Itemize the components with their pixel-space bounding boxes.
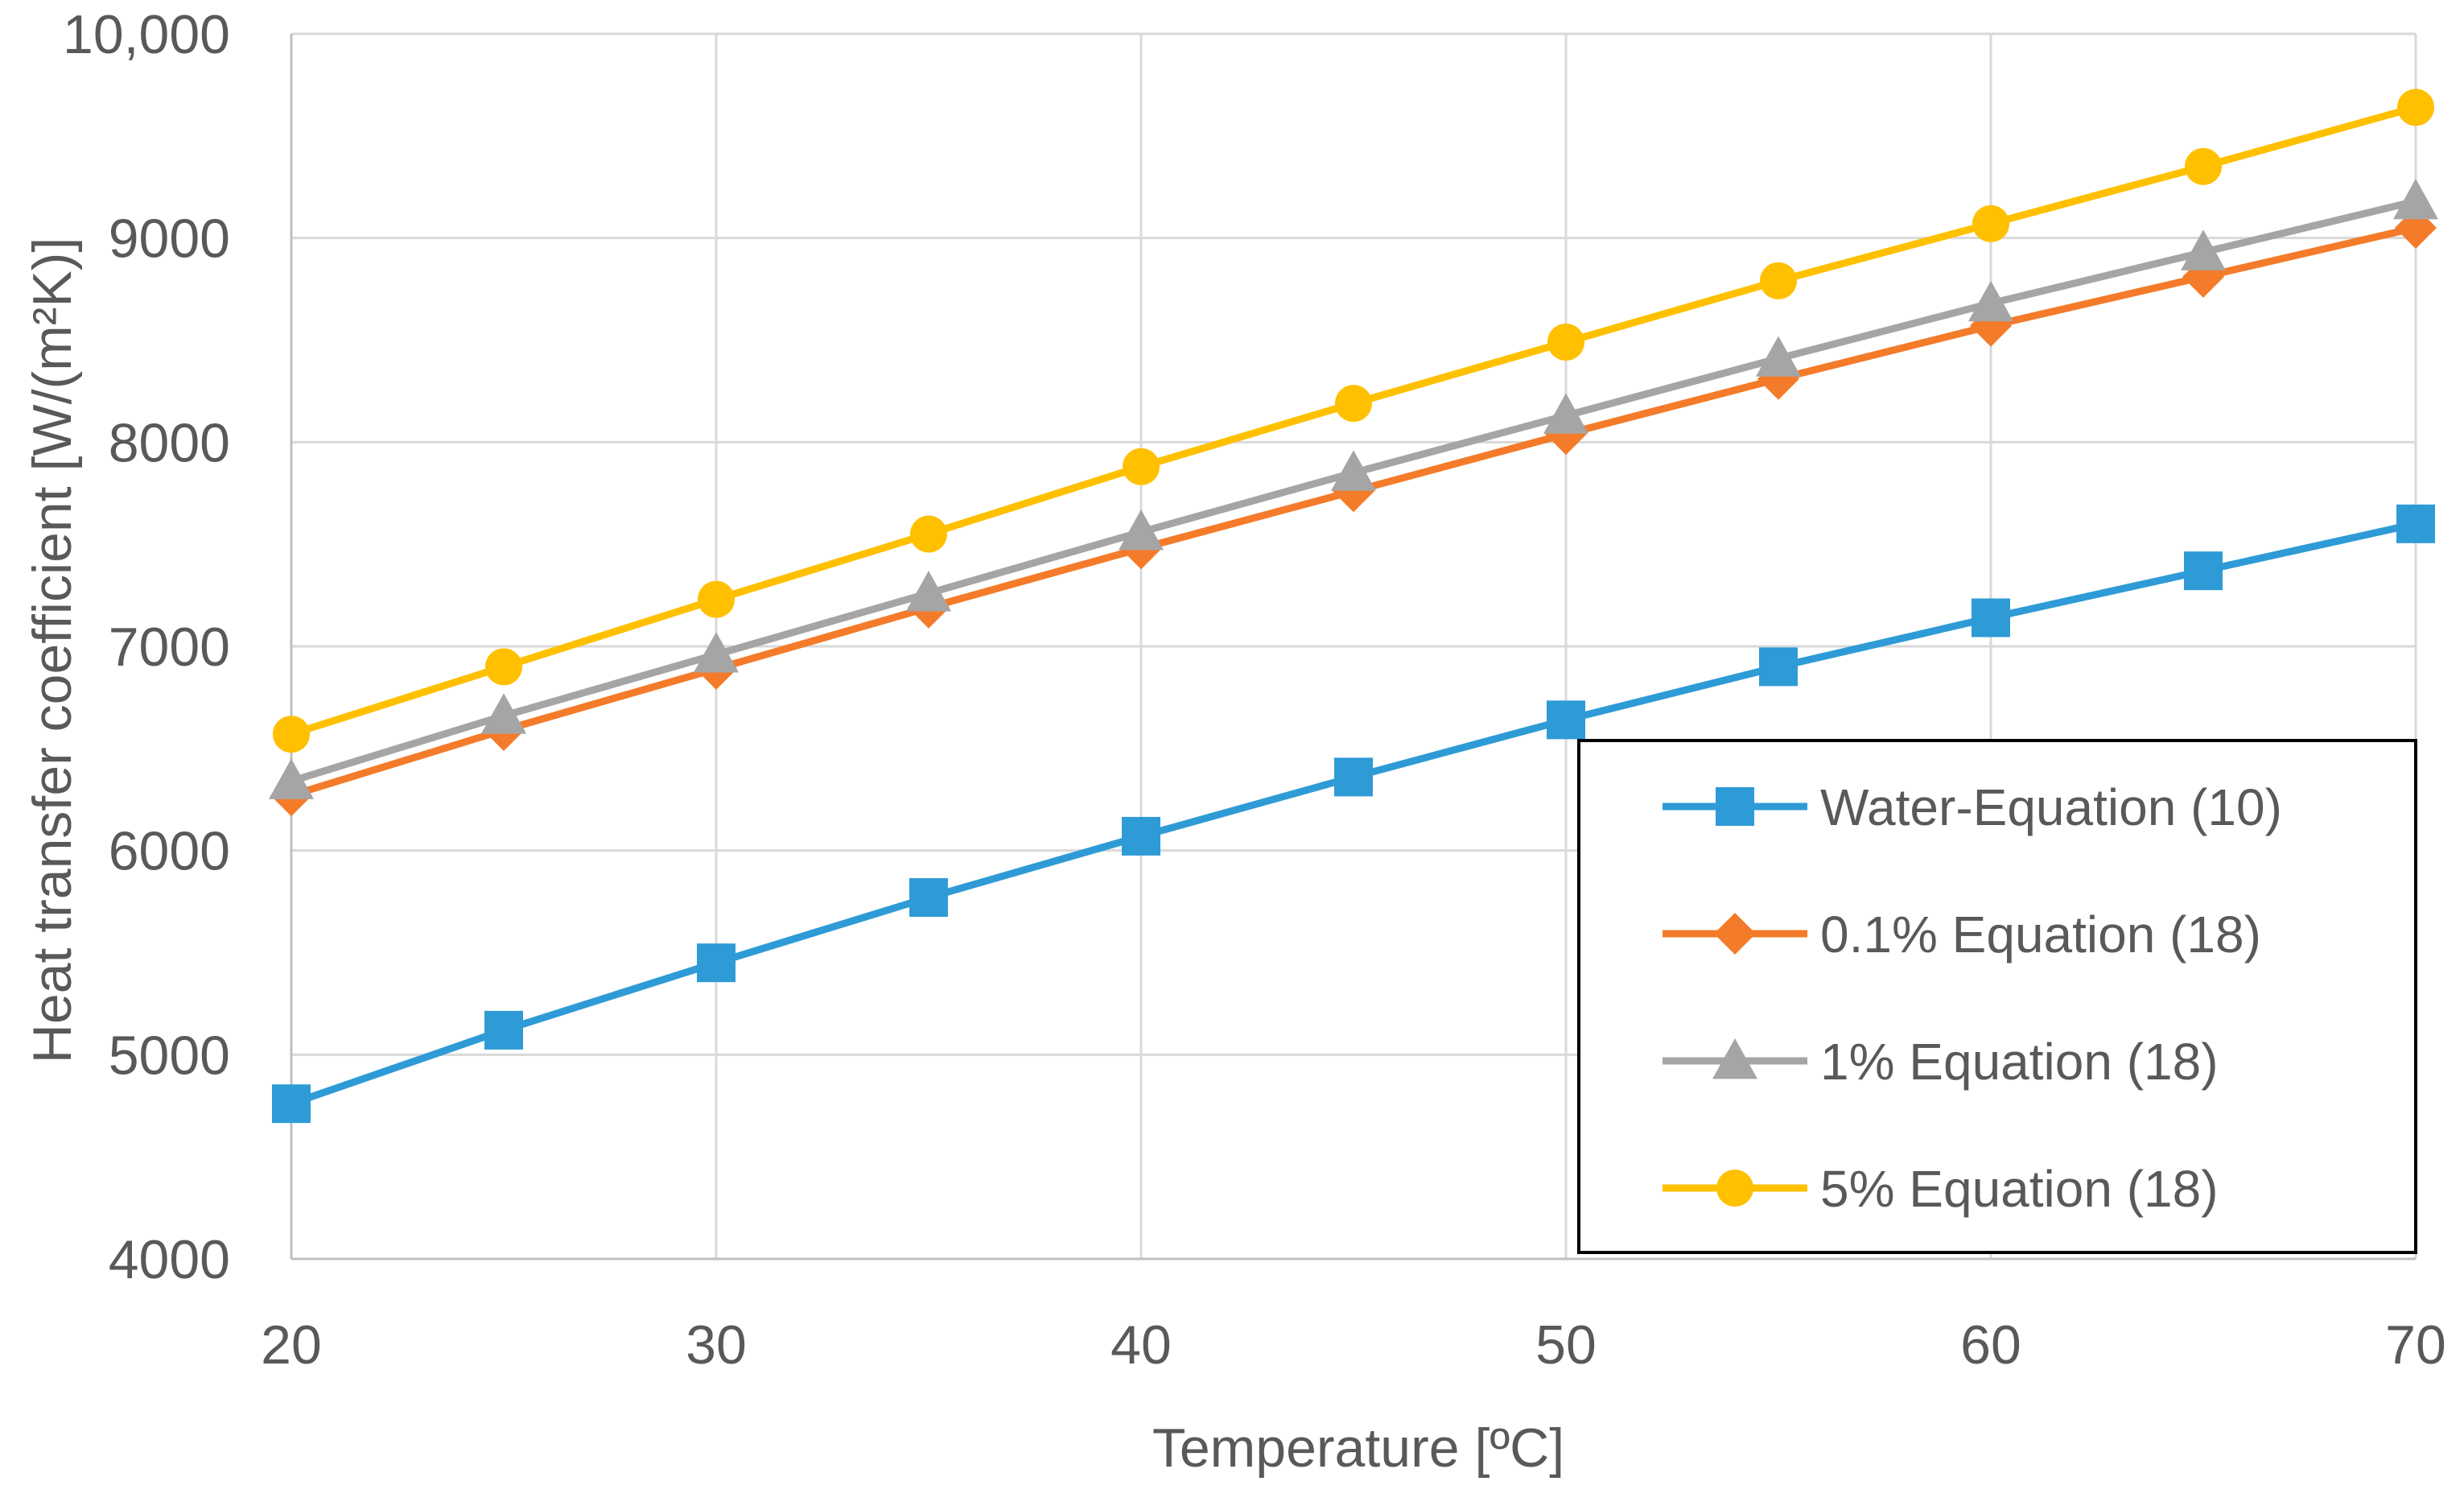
data-point — [1334, 757, 1373, 797]
legend-marker — [1716, 1170, 1753, 1207]
data-point — [2184, 551, 2223, 591]
x-tick-label: 60 — [1960, 1314, 2021, 1376]
x-tick-label: 30 — [686, 1314, 747, 1376]
y-tick-label: 8000 — [109, 412, 230, 473]
data-point — [1756, 336, 1801, 377]
data-point — [1547, 700, 1585, 740]
data-point — [1119, 509, 1164, 551]
series-2 — [270, 206, 2437, 817]
data-point — [272, 1084, 311, 1124]
axes — [290, 34, 2416, 1261]
data-point — [269, 758, 314, 799]
legend-item: 1% Equation (18) — [1663, 1033, 2219, 1091]
legend-marker — [1714, 913, 1756, 955]
data-point — [485, 648, 522, 686]
data-point — [1759, 647, 1798, 687]
data-point — [1760, 262, 1797, 299]
data-point — [1968, 280, 2013, 322]
data-point — [1122, 816, 1160, 856]
series-3 — [269, 179, 2438, 799]
y-tick-label: 6000 — [109, 821, 230, 882]
data-point — [2393, 179, 2438, 220]
legend-label: 0.1% Equation (18) — [1820, 906, 2261, 963]
data-point — [906, 571, 951, 612]
data-point — [697, 943, 735, 983]
legend-item: Water-Equation (10) — [1663, 778, 2282, 836]
y-tick-label: 10,000 — [63, 4, 230, 65]
legend-label: Water-Equation (10) — [1820, 778, 2282, 836]
legend-item: 0.1% Equation (18) — [1663, 906, 2261, 963]
data-point — [698, 580, 735, 618]
data-point — [484, 1010, 523, 1050]
legend-marker — [1712, 1038, 1757, 1079]
data-point — [1972, 204, 2009, 242]
data-point — [273, 716, 310, 753]
x-tick-label: 40 — [1110, 1314, 1172, 1376]
legend-marker — [1716, 787, 1754, 826]
data-point — [1335, 385, 1372, 423]
data-point — [481, 693, 526, 734]
x-tick-label: 20 — [261, 1314, 322, 1376]
data-point — [1331, 450, 1376, 491]
legend-item: 5% Equation (18) — [1663, 1160, 2219, 1218]
data-point — [2181, 229, 2226, 270]
y-tick-label: 9000 — [109, 208, 230, 270]
x-tick-label: 50 — [1535, 1314, 1597, 1376]
y-axis-title: Heat transfer coefficient [W/(m²K)] — [22, 237, 83, 1064]
legend-label: 5% Equation (18) — [1820, 1160, 2219, 1218]
legend-label: 1% Equation (18) — [1820, 1033, 2219, 1091]
y-tick-label: 4000 — [109, 1229, 230, 1290]
data-point — [2397, 89, 2434, 126]
legend: Water-Equation (10) 0.1% Equation (18) 1% … — [1577, 739, 2417, 1254]
data-point — [1972, 598, 2010, 637]
data-point — [1123, 448, 1160, 485]
tick-labels: 4000 5000 6000 7000 8000 9000 10,000 20 30 40 50 60… — [63, 4, 2446, 1376]
data-point — [694, 632, 739, 673]
x-axis-title: Temperature [ºC] — [1152, 1417, 1564, 1479]
data-point — [910, 515, 947, 553]
y-tick-label: 7000 — [109, 617, 230, 678]
y-tick-label: 5000 — [109, 1025, 230, 1086]
data-point — [2396, 504, 2435, 543]
data-point — [1543, 393, 1588, 434]
data-point — [909, 878, 948, 918]
series-1 — [272, 504, 2435, 1124]
data-point — [1547, 324, 1584, 361]
x-tick-label: 70 — [2385, 1314, 2446, 1376]
series-4 — [273, 89, 2434, 753]
data-point — [2185, 147, 2222, 185]
series-group — [269, 89, 2438, 1124]
